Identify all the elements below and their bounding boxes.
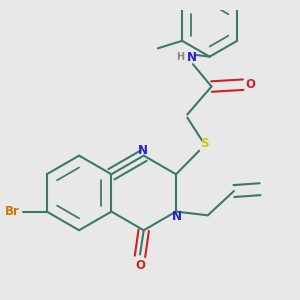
Text: O: O <box>135 259 145 272</box>
Text: N: N <box>138 144 148 157</box>
Text: N: N <box>172 210 182 223</box>
Text: S: S <box>200 137 208 150</box>
Text: Br: Br <box>4 205 20 218</box>
Text: N: N <box>187 51 197 64</box>
Text: O: O <box>246 78 256 91</box>
Text: H: H <box>176 52 184 62</box>
